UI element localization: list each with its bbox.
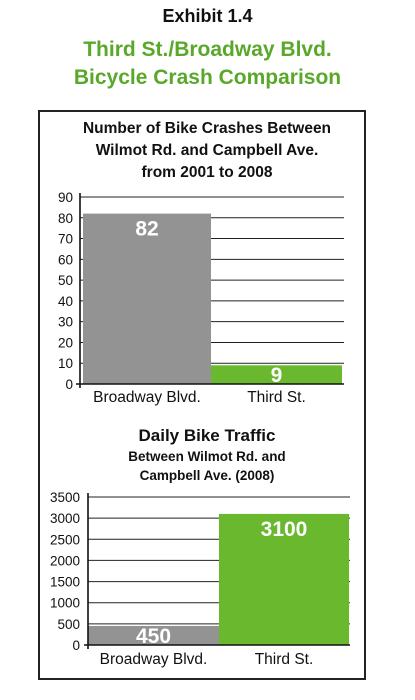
chart-frame — [38, 110, 366, 680]
crash-ytick-label-50: 50 — [58, 273, 73, 288]
crash-title-line-3: from 2001 to 2008 — [142, 164, 273, 181]
main-title-line-1: Third St./Broadway Blvd. — [83, 38, 332, 61]
crash-ytick-label-10: 10 — [58, 356, 73, 371]
traffic-category-label-third: Third St. — [255, 651, 314, 668]
traffic-bar-third — [219, 513, 349, 645]
exhibit-label: Exhibit 1.4 — [162, 6, 253, 26]
crash-title-line-2: Wilmot Rd. and Campbell Ave. — [96, 142, 319, 159]
crash-ytick-label-20: 20 — [58, 335, 73, 350]
crash-category-label-third: Third St. — [247, 389, 306, 406]
traffic-ytick-label-3000: 3000 — [50, 511, 80, 526]
crash-bar-broadway — [83, 213, 211, 384]
traffic-ytick-label-1500: 1500 — [50, 575, 80, 590]
crash-ytick-label-80: 80 — [58, 211, 73, 226]
traffic-ytick-label-3500: 3500 — [50, 490, 80, 505]
traffic-ytick-label-500: 500 — [57, 617, 80, 632]
crash-bar-value-broadway: 82 — [135, 218, 158, 241]
traffic-ytick-label-0: 0 — [72, 638, 80, 653]
crash-category-label-broadway: Broadway Blvd. — [93, 389, 201, 406]
crash-bar-value-third: 9 — [271, 364, 283, 387]
traffic-category-label-broadway: Broadway Blvd. — [100, 651, 208, 668]
crash-ytick-label-0: 0 — [65, 377, 73, 392]
traffic-ytick-label-1000: 1000 — [50, 596, 80, 611]
traffic-title-line-3: Campbell Ave. (2008) — [140, 468, 275, 483]
crash-ytick-label-70: 70 — [58, 232, 73, 247]
crash-ytick-label-30: 30 — [58, 315, 73, 330]
crash-ytick-label-60: 60 — [58, 252, 73, 267]
crash-ytick-label-90: 90 — [58, 190, 73, 205]
traffic-title-line-2: Between Wilmot Rd. and — [128, 449, 285, 464]
crash-title-line-1: Number of Bike Crashes Between — [83, 120, 331, 137]
traffic-ytick-label-2000: 2000 — [50, 553, 80, 568]
main-title-line-2: Bicycle Crash Comparison — [73, 66, 342, 89]
traffic-ytick-label-2500: 2500 — [50, 532, 80, 547]
traffic-bar-value-third: 3100 — [261, 518, 308, 541]
crash-bar-third — [211, 365, 342, 384]
traffic-bar-broadway — [88, 625, 219, 645]
traffic-bar-value-broadway: 450 — [136, 625, 171, 648]
crash-ytick-label-40: 40 — [58, 294, 73, 309]
traffic-title-line-1: Daily Bike Traffic — [138, 426, 275, 445]
